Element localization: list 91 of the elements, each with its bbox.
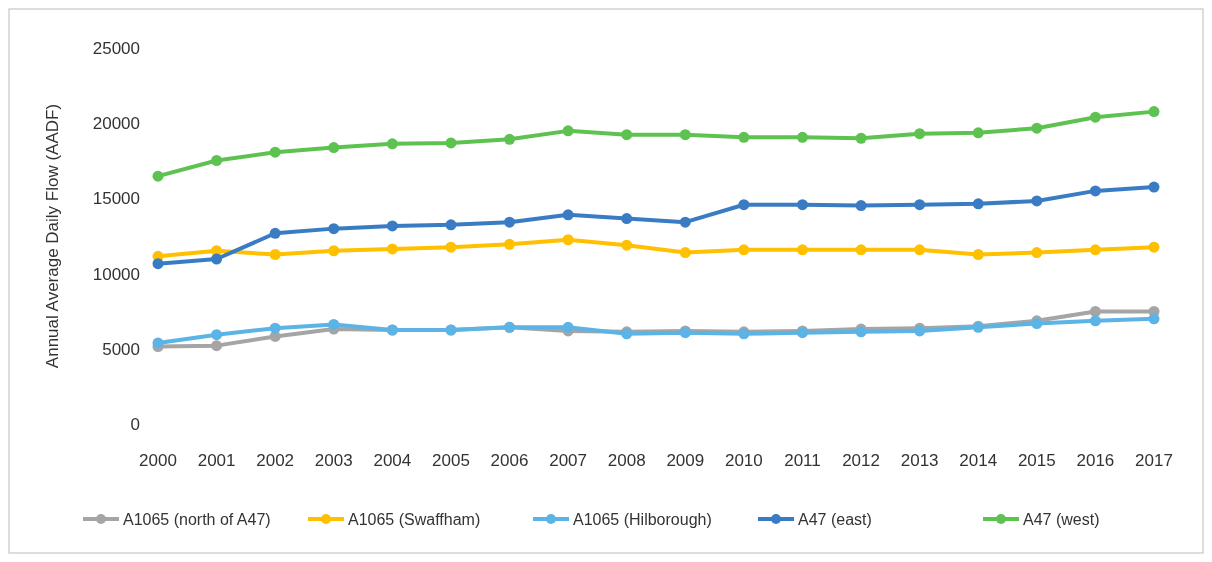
point bbox=[1089, 315, 1101, 327]
point bbox=[504, 238, 516, 250]
x-tick-label: 2014 bbox=[959, 451, 998, 470]
point bbox=[211, 155, 223, 166]
point bbox=[445, 137, 457, 149]
point bbox=[914, 199, 926, 211]
legend-label: A47 (east) bbox=[798, 510, 872, 528]
x-tick-label: 2003 bbox=[314, 451, 353, 470]
point bbox=[386, 243, 398, 255]
y-tick-label: 0 bbox=[130, 414, 140, 434]
point bbox=[972, 127, 984, 139]
point bbox=[1148, 313, 1160, 325]
point bbox=[796, 131, 808, 143]
point bbox=[328, 223, 340, 235]
legend-label: A47 (west) bbox=[1023, 510, 1100, 528]
point bbox=[1089, 185, 1101, 197]
point bbox=[621, 239, 633, 251]
point bbox=[562, 209, 574, 221]
point bbox=[914, 244, 926, 256]
point bbox=[269, 146, 281, 158]
x-tick-label: 2004 bbox=[373, 451, 412, 470]
point bbox=[562, 234, 574, 246]
point bbox=[211, 329, 223, 341]
point bbox=[562, 321, 574, 333]
x-tick-label: 2016 bbox=[1076, 451, 1115, 470]
point bbox=[1148, 106, 1160, 118]
x-tick-label: 2001 bbox=[197, 451, 236, 470]
point bbox=[855, 200, 867, 212]
y-tick-label: 5000 bbox=[102, 339, 140, 359]
point bbox=[972, 198, 984, 210]
x-tick-label: 2012 bbox=[842, 451, 880, 470]
point bbox=[1089, 244, 1101, 256]
point bbox=[504, 216, 516, 228]
point bbox=[386, 220, 398, 232]
y-tick-label: 15000 bbox=[92, 189, 140, 209]
y-tick-label: 20000 bbox=[92, 114, 140, 134]
legend-label: A1065 (north of A47) bbox=[123, 510, 271, 528]
x-tick-label: 2008 bbox=[607, 451, 646, 470]
point bbox=[152, 258, 164, 270]
point bbox=[796, 244, 808, 256]
point bbox=[269, 322, 281, 334]
point bbox=[269, 227, 281, 239]
point bbox=[1089, 111, 1101, 123]
y-axis-title: Annual Average Daily Flow (AADF) bbox=[43, 103, 62, 369]
point bbox=[445, 241, 457, 253]
point bbox=[738, 199, 750, 211]
point bbox=[269, 249, 281, 260]
point bbox=[621, 129, 633, 141]
point bbox=[679, 216, 691, 228]
point bbox=[1148, 181, 1160, 193]
point bbox=[562, 125, 574, 137]
point bbox=[386, 138, 398, 150]
point bbox=[914, 128, 926, 140]
point bbox=[855, 132, 867, 144]
legend-label: A1065 (Hilborough) bbox=[573, 510, 712, 528]
point bbox=[738, 131, 750, 143]
x-tick-label: 2010 bbox=[724, 451, 763, 470]
point bbox=[1031, 195, 1043, 207]
point bbox=[328, 318, 340, 330]
point bbox=[621, 213, 633, 225]
point bbox=[152, 170, 164, 182]
x-tick-label: 2015 bbox=[1017, 451, 1056, 470]
point bbox=[1031, 122, 1043, 134]
point bbox=[796, 199, 808, 211]
x-tick-label: 2005 bbox=[432, 451, 470, 470]
x-tick-label: 2009 bbox=[666, 451, 705, 470]
legend-label: A1065 (Swaffham) bbox=[348, 510, 481, 528]
x-tick-label: 2000 bbox=[139, 451, 177, 470]
x-tick-label: 2006 bbox=[490, 451, 529, 470]
point bbox=[1089, 306, 1101, 317]
point bbox=[211, 340, 223, 352]
point bbox=[445, 219, 457, 231]
x-tick-label: 2007 bbox=[549, 451, 588, 470]
point bbox=[679, 129, 691, 141]
point bbox=[679, 247, 691, 259]
x-tick-label: 2017 bbox=[1135, 451, 1173, 470]
point bbox=[328, 142, 340, 154]
y-tick-label: 10000 bbox=[92, 264, 140, 284]
point bbox=[1031, 247, 1043, 259]
x-tick-label: 2013 bbox=[900, 451, 939, 470]
point bbox=[972, 249, 984, 260]
x-tick-label: 2002 bbox=[256, 451, 295, 470]
x-tick-label: 2011 bbox=[784, 451, 821, 470]
point bbox=[504, 133, 516, 145]
point bbox=[152, 337, 164, 349]
point bbox=[211, 253, 223, 265]
point bbox=[328, 245, 340, 257]
point bbox=[738, 244, 750, 256]
point bbox=[855, 244, 867, 256]
point bbox=[1148, 241, 1160, 253]
y-tick-label: 25000 bbox=[92, 38, 140, 58]
